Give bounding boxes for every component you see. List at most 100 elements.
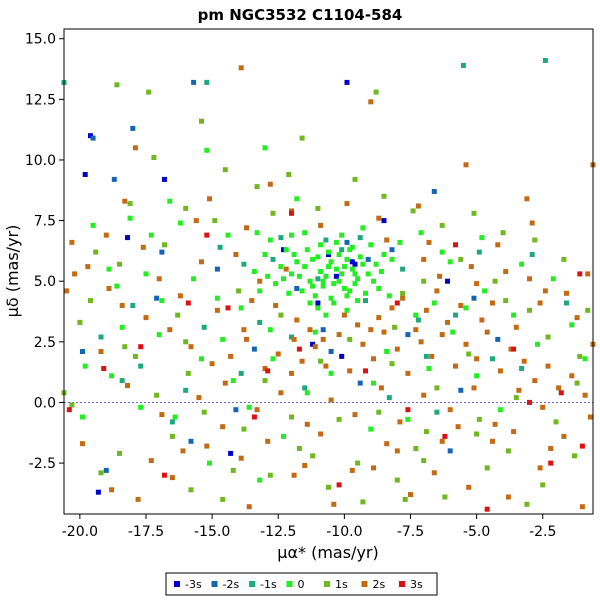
data-point (154, 295, 160, 301)
data-point (360, 341, 366, 347)
x-tick-label: -5.0 (463, 524, 490, 540)
data-point (376, 286, 382, 291)
data-point (199, 259, 204, 265)
data-point (117, 261, 122, 267)
data-point (468, 264, 474, 270)
data-point (135, 496, 141, 502)
data-point (556, 385, 562, 391)
data-point (185, 370, 191, 376)
data-point (230, 467, 236, 473)
data-point (392, 324, 398, 330)
data-point (257, 278, 263, 284)
data-point (278, 264, 284, 270)
data-point (296, 346, 302, 352)
data-point (542, 288, 548, 294)
data-point (241, 327, 247, 333)
data-point (196, 395, 202, 401)
legend-label: 2s (373, 578, 386, 591)
data-point (497, 368, 503, 374)
data-point (251, 414, 257, 420)
data-point (238, 65, 244, 71)
y-axis-label: μδ (mas/yr) (3, 225, 22, 318)
data-point (471, 385, 477, 391)
data-point (154, 392, 160, 398)
data-point (418, 230, 424, 236)
data-point (304, 247, 310, 253)
data-point (344, 79, 350, 85)
data-point (458, 256, 464, 262)
data-point (270, 210, 276, 216)
data-point (169, 475, 175, 481)
data-point (505, 494, 511, 500)
data-point (426, 366, 432, 371)
data-point (431, 300, 437, 306)
data-point (156, 332, 162, 338)
data-point (577, 353, 583, 359)
data-point (439, 222, 445, 228)
data-point (304, 421, 310, 427)
data-point (421, 256, 427, 262)
data-point (320, 327, 326, 333)
data-point (344, 239, 350, 245)
data-point (273, 303, 279, 308)
data-point (579, 504, 585, 510)
data-point (511, 312, 517, 318)
data-point (66, 407, 72, 413)
data-point (304, 390, 310, 396)
data-point (289, 232, 294, 238)
data-point (415, 203, 421, 209)
data-point (69, 402, 75, 408)
legend-swatch (324, 581, 330, 587)
data-point (421, 392, 427, 398)
data-points-layer (61, 58, 596, 512)
data-point (355, 298, 361, 304)
data-point (474, 431, 480, 437)
data-point (183, 339, 189, 345)
data-point (497, 407, 503, 413)
data-point (423, 429, 429, 435)
data-point (167, 327, 173, 333)
data-point (291, 472, 297, 478)
data-point (347, 288, 353, 294)
data-point (80, 349, 85, 354)
data-point (579, 443, 585, 449)
data-point (310, 341, 316, 347)
data-point (318, 269, 324, 274)
y-tick-label: 0.0 (34, 395, 56, 411)
data-point (333, 273, 339, 279)
data-point (320, 336, 326, 342)
data-point (394, 346, 400, 352)
data-point (585, 307, 591, 313)
data-point (251, 346, 257, 352)
data-point (331, 281, 337, 287)
data-point (296, 446, 302, 451)
data-point (363, 368, 368, 374)
data-point (384, 441, 390, 447)
data-point (474, 281, 480, 287)
data-point (442, 433, 448, 439)
data-point (307, 300, 313, 306)
data-point (434, 409, 440, 415)
data-point (479, 317, 485, 323)
data-point (307, 278, 313, 284)
data-point (545, 363, 551, 369)
series--2s (80, 79, 501, 473)
data-point (315, 276, 321, 282)
data-point (326, 484, 331, 490)
data-point (344, 256, 350, 262)
data-point (333, 266, 339, 272)
data-point (540, 404, 546, 410)
data-point (103, 232, 109, 238)
data-point (386, 395, 392, 401)
data-point (88, 298, 93, 304)
data-point (349, 244, 355, 250)
data-point (119, 378, 125, 384)
data-point (228, 450, 234, 456)
data-point (558, 390, 564, 396)
data-point (230, 378, 236, 384)
data-point (204, 232, 210, 238)
y-tick-label: 7.5 (34, 214, 56, 230)
data-point (371, 278, 376, 284)
data-point (537, 300, 543, 306)
